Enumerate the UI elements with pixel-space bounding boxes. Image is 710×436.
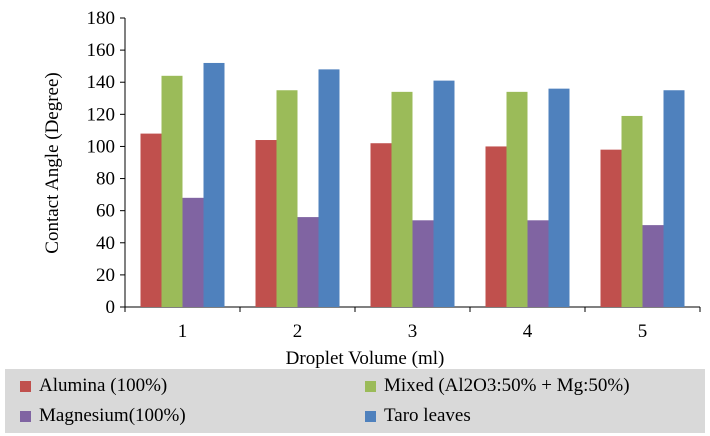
x-tick-label: 3 <box>408 321 418 342</box>
legend-item-magnesium: Magnesium(100%) <box>20 403 186 429</box>
y-tick-label: 80 <box>96 169 115 190</box>
bars <box>140 62 685 308</box>
y-tick-label: 100 <box>87 136 116 157</box>
bar-series-3-cat-2 <box>297 217 319 307</box>
bar-series-1-cat-1 <box>140 133 162 307</box>
bar-series-3-cat-3 <box>412 220 434 307</box>
legend-label-magnesium: Magnesium(100%) <box>39 405 186 426</box>
x-tick-label: 1 <box>178 321 188 342</box>
bar-series-4-cat-3 <box>433 80 455 307</box>
legend-swatch-taro <box>365 410 376 422</box>
y-tick-label: 40 <box>96 233 115 254</box>
y-axis: 0 20 40 60 80 100 120 140 160 180 <box>87 8 126 318</box>
bar-series-3-cat-5 <box>642 225 664 307</box>
bar-series-4-cat-5 <box>663 90 685 307</box>
bar-series-2-cat-3 <box>391 91 413 307</box>
y-tick-label: 0 <box>106 297 116 318</box>
bar-series-1-cat-4 <box>485 146 507 307</box>
y-tick-label: 160 <box>87 40 116 61</box>
legend-label-alumina: Alumina (100%) <box>39 375 168 396</box>
bar-series-1-cat-5 <box>600 149 622 307</box>
legend-item-alumina: Alumina (100%) <box>20 373 167 399</box>
legend-swatch-mixed <box>365 380 376 392</box>
x-axis: 1 2 3 4 5 <box>124 306 701 342</box>
bar-series-2-cat-5 <box>621 115 643 307</box>
legend: Alumina (100%) Mixed (Al2O3:50% + Mg:50%… <box>5 369 705 433</box>
x-axis-title: Droplet Volume (ml) <box>286 348 445 369</box>
x-tick-label: 4 <box>523 321 533 342</box>
legend-swatch-magnesium <box>20 410 31 422</box>
bar-series-3-cat-4 <box>527 220 549 307</box>
legend-item-taro: Taro leaves <box>365 403 471 429</box>
y-tick-label: 60 <box>96 201 115 222</box>
legend-item-mixed: Mixed (Al2O3:50% + Mg:50%) <box>365 373 630 399</box>
legend-swatch-alumina <box>20 380 31 392</box>
y-tick-label: 180 <box>87 8 116 29</box>
y-axis-title: Contact Angle (Degree) <box>42 72 63 253</box>
bar-series-1-cat-3 <box>370 143 392 307</box>
x-tick-label: 5 <box>638 321 648 342</box>
legend-label-taro: Taro leaves <box>384 405 471 426</box>
legend-label-mixed: Mixed (Al2O3:50% + Mg:50%) <box>384 375 630 396</box>
bar-series-4-cat-2 <box>318 69 340 307</box>
bar-series-2-cat-2 <box>276 90 298 307</box>
bar-series-2-cat-4 <box>506 91 528 307</box>
y-tick-label: 20 <box>96 265 115 286</box>
bar-series-3-cat-1 <box>182 197 204 307</box>
bar-series-1-cat-2 <box>255 140 277 307</box>
y-tick-label: 120 <box>87 104 116 125</box>
bar-series-4-cat-4 <box>548 88 570 308</box>
bar-series-4-cat-1 <box>203 62 225 308</box>
bar-series-2-cat-1 <box>161 75 183 307</box>
x-tick-label: 2 <box>293 321 303 342</box>
y-tick-label: 140 <box>87 72 116 93</box>
